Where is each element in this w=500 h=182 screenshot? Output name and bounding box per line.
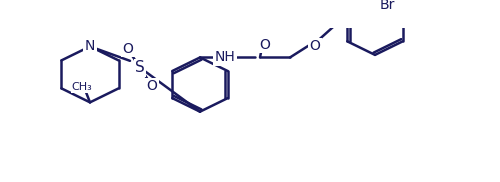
Text: O: O <box>122 42 134 56</box>
Text: N: N <box>85 39 95 54</box>
Text: NH: NH <box>214 50 236 64</box>
Text: O: O <box>260 38 270 52</box>
Text: S: S <box>135 60 145 75</box>
Text: O: O <box>310 39 320 54</box>
Text: O: O <box>146 79 158 93</box>
Text: CH₃: CH₃ <box>72 82 92 92</box>
Text: Br: Br <box>380 0 396 12</box>
